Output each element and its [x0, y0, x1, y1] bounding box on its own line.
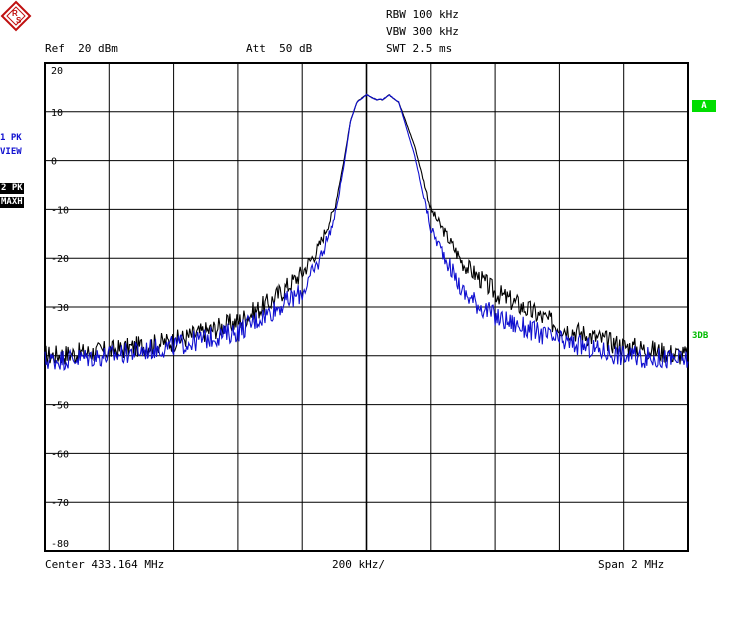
marker-a-badge: A	[692, 100, 716, 112]
y-tick-labels: 20 10 0 -10 -20 -30 -50 -60 -70 -80	[51, 66, 69, 550]
y-tick-label: -50	[51, 401, 69, 412]
trace1-detector-label: 1 PK	[0, 133, 22, 143]
trace-2-line	[44, 93, 689, 372]
attenuation-readout: Att 50 dB	[246, 42, 313, 55]
y-tick-label: 20	[51, 66, 63, 77]
graticule-grid	[44, 62, 689, 552]
y-tick-label: -20	[51, 254, 69, 265]
y-tick-label: -70	[51, 498, 69, 509]
span-per-division-readout: 200 kHz/	[332, 558, 385, 571]
trace2-detector-label: 2 PK	[0, 183, 24, 194]
y-tick-label: -10	[51, 205, 69, 216]
marker-3db-label: 3DB	[692, 331, 709, 341]
vbw-readout: VBW 300 kHz	[386, 25, 459, 38]
svg-text:R: R	[12, 9, 18, 18]
ref-level-readout: Ref 20 dBm	[45, 42, 118, 55]
y-tick-label: 10	[51, 108, 63, 119]
span-readout: Span 2 MHz	[598, 558, 665, 571]
trace-area	[44, 93, 689, 372]
y-tick-label: -30	[51, 303, 69, 314]
trace1-mode-label: VIEW	[0, 147, 22, 157]
center-frequency-readout: Center 433.164 MHz	[45, 558, 165, 571]
swt-readout: SWT 2.5 ms	[386, 42, 453, 55]
svg-text:S: S	[16, 16, 22, 25]
rbw-readout: RBW 100 kHz	[386, 8, 459, 21]
trace2-mode-label: MAXH	[0, 197, 24, 208]
y-tick-label: 0	[51, 157, 57, 168]
rohde-schwarz-logo-icon: R S	[0, 0, 32, 32]
y-tick-label: -80	[51, 539, 69, 550]
y-tick-label: -60	[51, 449, 69, 460]
